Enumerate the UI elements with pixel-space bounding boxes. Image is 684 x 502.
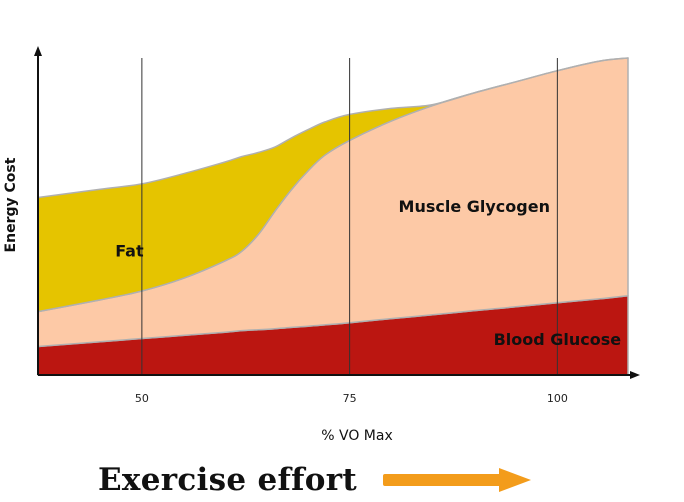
- exercise-effort-caption: Exercise effort: [98, 458, 533, 502]
- axes: [34, 46, 640, 379]
- area-fat: [37, 57, 629, 313]
- x-tick-label: 75: [343, 392, 357, 405]
- x-axis-title: % VO Max: [321, 428, 393, 444]
- arrow-right-icon: [383, 468, 532, 492]
- stacked-areas: [37, 57, 629, 376]
- area-labels: Blood Glucose Muscle Glycogen Fat: [115, 197, 621, 349]
- label-blood-glucose: Blood Glucose: [494, 330, 622, 349]
- x-axis-arrowhead: [630, 371, 640, 379]
- x-tick-labels: 50 75 100: [135, 392, 568, 405]
- y-axis-arrowhead: [34, 46, 42, 56]
- label-fat: Fat: [115, 241, 144, 260]
- exercise-effort-text: Exercise effort: [98, 462, 358, 498]
- vertical-gridlines: [141, 58, 558, 375]
- x-tick-label: 50: [135, 392, 149, 405]
- x-tick-label: 100: [547, 392, 568, 405]
- y-axis-title: Energy Cost: [3, 157, 19, 252]
- label-muscle-glycogen: Muscle Glycogen: [399, 197, 550, 216]
